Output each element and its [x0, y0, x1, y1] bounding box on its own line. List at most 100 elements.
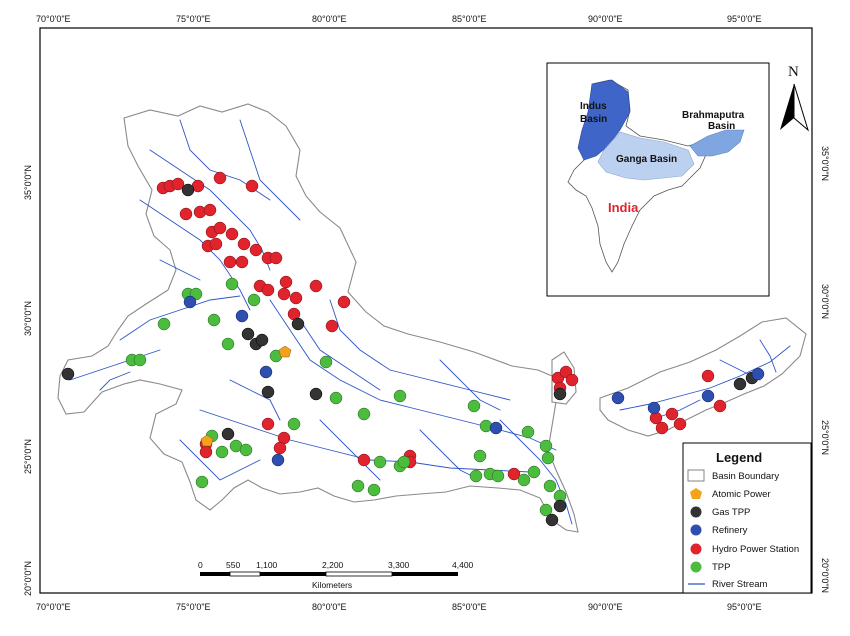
hydro-power-marker	[237, 237, 251, 251]
hydro-power-marker	[179, 207, 193, 221]
hydro-power-marker	[213, 221, 227, 235]
river-stream	[119, 295, 241, 341]
tpp-marker	[539, 503, 553, 517]
legend-symbol-atomic-power	[690, 488, 702, 499]
hydro-power-marker	[289, 291, 303, 305]
hydro-power-marker	[325, 319, 339, 333]
tick-right-20: 20°0'0"N	[820, 558, 830, 593]
legend-title: Legend	[716, 450, 762, 465]
tpp-marker	[541, 451, 555, 465]
gas-tpp-marker	[545, 513, 559, 527]
tick-left-30: 30°0'0"N	[23, 301, 33, 336]
tpp-marker	[491, 469, 505, 483]
legend-label-hydro: Hydro Power Station	[712, 544, 799, 555]
tpp-marker	[357, 407, 371, 421]
tpp-marker	[133, 353, 147, 367]
hydro-power-marker	[249, 243, 263, 257]
hydro-power-marker	[337, 295, 351, 309]
legend-label-tpp: TPP	[712, 562, 730, 573]
north-arrow-left	[780, 84, 794, 130]
inset-label-indus: Indus	[580, 101, 607, 112]
gas-tpp-marker	[241, 327, 255, 341]
legend: Legend Basin Boundary Atomic Power Gas T…	[682, 442, 812, 594]
gas-tpp-marker	[181, 183, 195, 197]
gas-tpp-marker	[61, 367, 75, 381]
scale-bar: 0 550 1,100 2,200 3,300 4,400 Kilometers	[198, 560, 474, 590]
tpp-marker	[521, 425, 535, 439]
tpp-marker	[517, 473, 531, 487]
tpp-marker	[157, 317, 171, 331]
legend-label-basin-boundary: Basin Boundary	[712, 471, 779, 482]
gas-tpp-marker	[221, 427, 235, 441]
river-stream	[69, 349, 161, 381]
indus-basin-region	[577, 79, 631, 161]
refinery-marker	[647, 401, 661, 415]
hydro-power-marker	[235, 255, 249, 269]
tpp-marker	[207, 313, 221, 327]
refineries	[183, 295, 765, 467]
gas-tpp-plants	[61, 183, 759, 527]
refinery-marker	[271, 453, 285, 467]
refinery-marker	[611, 391, 625, 405]
scale-tick-3300: 3,300	[388, 560, 410, 570]
tick-bottom-85: 85°0'0"E	[452, 602, 487, 612]
hydro-power-marker	[171, 177, 185, 191]
scale-segment	[325, 571, 393, 577]
hydro-power-marker	[199, 445, 213, 459]
tpp-marker	[467, 399, 481, 413]
legend-label-gas-tpp: Gas TPP	[712, 507, 750, 518]
inset-label-ganga: Ganga Basin	[616, 154, 677, 165]
legend-symbol-refinery	[690, 524, 702, 536]
north-label: N	[788, 64, 799, 80]
hydro-power-marker	[261, 283, 275, 297]
north-arrow: N	[780, 64, 809, 132]
hydro-power-marker	[665, 407, 679, 421]
tpp-marker	[195, 475, 209, 489]
atomic-power-marker	[200, 434, 214, 447]
tpp-marker	[239, 443, 253, 457]
legend-symbol-gas-tpp	[690, 506, 702, 518]
tick-left-25: 25°0'0"N	[23, 439, 33, 474]
tpp-marker	[543, 479, 557, 493]
gas-tpp-marker	[733, 377, 747, 391]
scale-tick-0: 0	[198, 560, 203, 570]
tick-top-80: 80°0'0"E	[312, 14, 347, 24]
river-stream	[229, 379, 281, 421]
atomic-power-plants	[200, 345, 292, 447]
hydro-power-marker	[277, 287, 291, 301]
tpp-marker	[247, 293, 261, 307]
hydro-power-marker	[507, 467, 521, 481]
refinery-marker	[235, 309, 249, 323]
tpp-marker	[221, 337, 235, 351]
scale-segment	[200, 572, 230, 576]
ganga-basin-region	[597, 131, 695, 181]
tick-top-90: 90°0'0"E	[588, 14, 623, 24]
hydro-power-marker	[273, 441, 287, 455]
tick-left-35: 35°0'0"N	[23, 165, 33, 200]
north-arrow-right	[793, 83, 809, 132]
legend-label-river: River Stream	[712, 579, 768, 590]
tick-bottom-95: 95°0'0"E	[727, 602, 762, 612]
refinery-marker	[489, 421, 503, 435]
river-stream	[319, 419, 381, 481]
gas-tpp-marker	[553, 499, 567, 513]
river-stream	[759, 339, 777, 373]
hydro-power-marker	[309, 279, 323, 293]
tick-right-30: 30°0'0"N	[820, 284, 830, 319]
hydro-power-marker	[223, 255, 237, 269]
tpp-marker	[393, 389, 407, 403]
river-stream	[299, 319, 381, 391]
tpp-marker	[539, 439, 553, 453]
left-ticks: 35°0'0"N 30°0'0"N 25°0'0"N 20°0'0"N	[23, 165, 33, 596]
inset-label-india: India	[608, 200, 639, 215]
hydro-power-marker	[655, 421, 669, 435]
hydro-power-marker	[357, 453, 371, 467]
scale-tick-4400: 4,400	[452, 560, 474, 570]
legend-symbol-tpp	[690, 561, 702, 573]
hydro-power-marker	[269, 251, 283, 265]
right-ticks: 35°0'0"N 30°0'0"N 25°0'0"N 20°0'0"N	[820, 146, 830, 593]
hydro-power-marker	[261, 417, 275, 431]
tpp-marker	[473, 449, 487, 463]
tpp-marker	[225, 277, 239, 291]
